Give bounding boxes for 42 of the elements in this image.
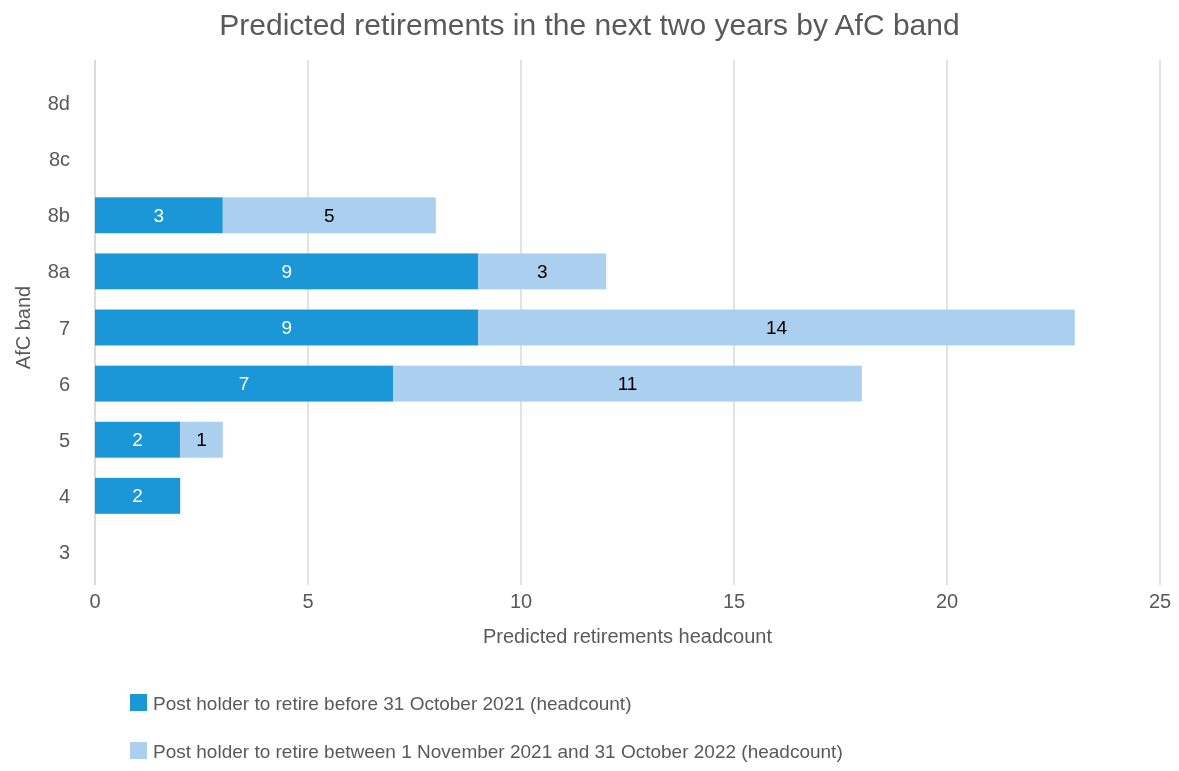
legend-label: Post holder to retire between 1 November 2021 and 31 October 2022 (headcount) [153, 740, 843, 762]
bar [222, 197, 436, 234]
y-tick-label: 4 [58, 484, 70, 507]
data-label: 14 [766, 317, 788, 339]
y-tick-label: 8a [47, 260, 71, 283]
x-tick-label: 25 [1148, 590, 1172, 612]
bar [180, 421, 223, 458]
y-tick-label: 3 [58, 540, 70, 563]
data-label: 3 [153, 204, 165, 226]
data-label: 7 [238, 373, 250, 395]
bar [95, 421, 181, 458]
data-label: 9 [281, 317, 292, 339]
data-label: 11 [617, 373, 638, 395]
y-tick-label: 8c [48, 148, 70, 171]
y-axis-title: AfC band [12, 285, 34, 370]
data-label: 2 [132, 429, 143, 451]
y-tick-label: 8b [47, 204, 70, 227]
x-tick-label: 15 [722, 590, 746, 612]
data-label: 1 [196, 429, 207, 451]
x-axis-title: Predicted retirements headcount [482, 625, 773, 647]
data-label: 9 [281, 261, 292, 283]
y-tick-label: 5 [58, 428, 70, 451]
bar [95, 309, 479, 346]
x-tick-label: 10 [509, 590, 533, 612]
bar [95, 477, 181, 514]
bar [95, 253, 479, 290]
bar [393, 365, 862, 402]
y-tick-label: 8d [47, 92, 70, 115]
data-label: 3 [537, 261, 548, 283]
bar [478, 253, 607, 290]
y-tick-label: 7 [58, 316, 70, 339]
y-tick-label: 6 [58, 372, 70, 395]
bar [95, 365, 394, 402]
x-tick-label: 5 [302, 590, 314, 612]
x-tick-label: 20 [935, 590, 959, 612]
legend-label: Post holder to retire before 31 October 2021 (headcount) [153, 692, 632, 714]
data-label: 5 [324, 204, 335, 226]
x-tick-label: 0 [89, 590, 101, 612]
bar [95, 197, 223, 234]
bar [478, 309, 1075, 346]
chart-title: Predicted retirements in the next two years by AfC band [219, 8, 960, 41]
data-label: 2 [132, 485, 143, 507]
